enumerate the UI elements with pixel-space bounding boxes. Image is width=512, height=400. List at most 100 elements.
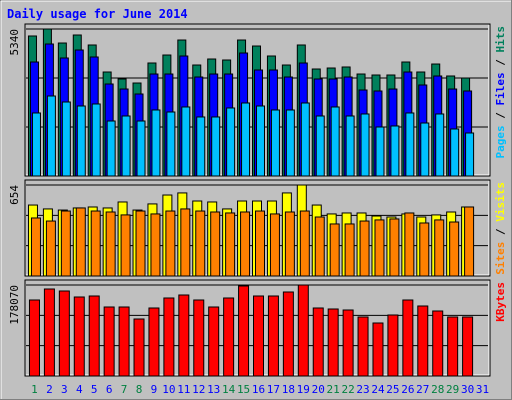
bar [300,102,310,177]
x-tick-label: 10 [162,383,175,396]
x-tick-label: 6 [106,383,113,396]
x-tick-label: 16 [252,383,265,396]
bar [103,306,115,377]
bar [342,309,354,377]
bar [58,290,70,377]
bar [360,113,370,177]
bar [211,116,221,177]
x-tick-label: 24 [371,383,385,396]
bar [193,299,205,377]
bar [282,291,294,377]
legend-separator: / [494,106,507,126]
bar [46,95,56,177]
bar [327,308,339,377]
bar [225,212,236,277]
x-tick-label: 14 [222,383,236,396]
x-tick-label: 27 [416,383,429,396]
legend-separator: / [494,53,507,73]
x-tick-label: 22 [341,383,354,396]
bar [375,126,385,177]
y-tick-label: 5340 [8,29,21,56]
x-tick-label: 11 [177,383,190,396]
bar [73,296,85,377]
bar [312,307,324,377]
legend: KBytes [494,282,507,322]
bar [90,210,101,277]
bar [120,214,131,277]
x-tick-label: 2 [46,383,53,396]
x-tick-label: 13 [207,383,220,396]
bar [133,318,145,377]
bar [226,107,236,177]
bar [88,295,100,377]
x-tick-label: 3 [61,383,68,396]
legend: Sites / Visits [494,182,507,275]
bar [462,316,474,377]
bar [435,113,445,177]
bar [121,115,131,177]
x-tick-label: 5 [91,383,98,396]
x-tick-label: 28 [431,383,444,396]
x-tick-label: 8 [136,383,143,396]
bar [390,125,400,177]
bar [255,210,265,277]
bar [299,210,310,277]
bar [106,120,116,177]
bar [345,115,355,177]
bar [253,295,264,377]
bar [28,299,40,377]
bar [148,307,160,377]
x-tick-label: 18 [282,383,295,396]
x-tick-label: 19 [297,383,310,396]
x-tick-label: 1 [31,383,38,396]
y-tick-label: 654 [8,185,21,205]
bar [329,223,340,277]
bar [181,106,191,177]
legend-separator: / [494,222,507,242]
x-tick-label: 23 [356,383,369,396]
bar [61,101,71,177]
bar [297,284,309,377]
bar [284,211,295,277]
bar [118,306,130,377]
bar [315,115,325,177]
bar [195,210,206,277]
legend-entry: Sites [494,242,507,275]
bar [45,220,56,277]
bar [359,220,370,277]
bar [405,112,415,177]
x-tick-label: 12 [192,383,205,396]
x-tick-label: 31 [476,383,489,396]
legend: Pages / Files / Hits [494,26,507,159]
bar [387,314,399,377]
bar [105,211,116,277]
bar [434,219,445,277]
bar [256,105,265,177]
bar [166,111,176,177]
bar [75,207,86,277]
bar [208,306,220,377]
x-tick-label: 29 [446,383,459,396]
bar [60,210,71,277]
bar [30,217,41,277]
x-tick-label: 15 [237,383,250,396]
bar [465,132,475,177]
bar [136,120,146,177]
bar [165,210,176,277]
bar [330,106,340,177]
bar [449,221,460,277]
bar [372,322,384,377]
legend-entry: Pages [494,125,507,158]
bar [417,305,429,377]
bar [43,288,55,377]
x-tick-label: 17 [267,383,280,396]
legend-entry: Visits [494,182,507,222]
bar [420,122,430,177]
bar [241,102,251,177]
bar [432,310,444,377]
bar [314,216,325,277]
x-tick-label: 20 [312,383,325,396]
y-tick-label: 178070 [8,285,21,325]
bar [357,316,369,377]
